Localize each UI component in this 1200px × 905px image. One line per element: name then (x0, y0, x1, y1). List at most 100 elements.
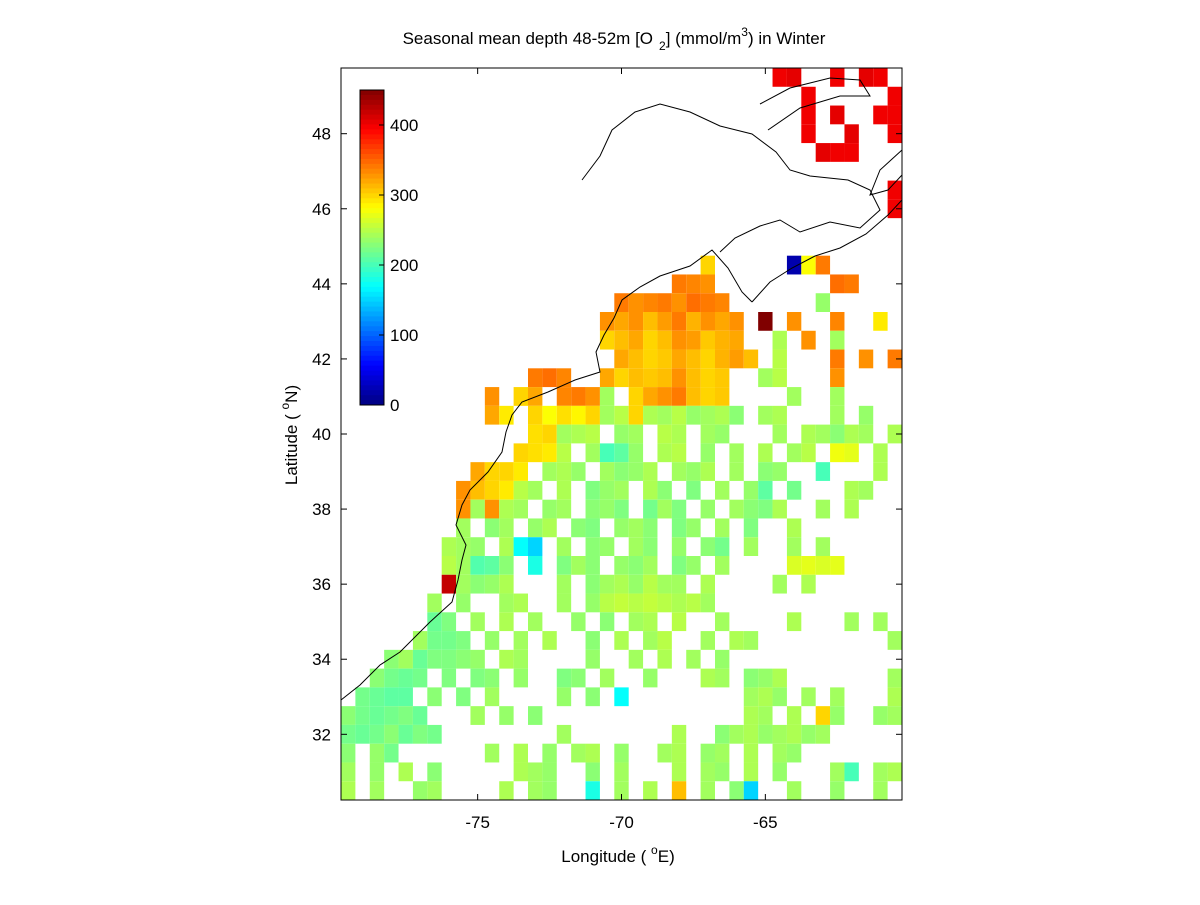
cell (686, 518, 701, 538)
cell (643, 574, 658, 594)
colorbar-tick-label: 0 (390, 396, 399, 415)
cell (830, 68, 845, 87)
cell (398, 706, 413, 725)
cell (585, 649, 600, 669)
cell (815, 255, 831, 275)
title-part: Seasonal mean depth 48-52m [O (403, 29, 653, 48)
cell (715, 537, 730, 556)
colorbar-swatch (360, 222, 384, 229)
cell (384, 743, 399, 763)
cell (628, 537, 644, 556)
cell (456, 687, 471, 707)
cell (412, 649, 428, 669)
cell (542, 462, 557, 481)
cell (571, 462, 586, 481)
cell (700, 368, 715, 388)
y-label-part: Latitude ( (282, 410, 301, 486)
colorbar-swatch (360, 355, 384, 362)
colorbar-swatch (360, 360, 384, 367)
cell (599, 537, 615, 556)
cell (643, 330, 658, 350)
cell (614, 631, 629, 650)
colorbar-frame (359, 89, 385, 406)
colorbar-swatch (360, 109, 384, 116)
colorbar-swatch (360, 203, 384, 209)
cell (614, 443, 629, 463)
cell (844, 612, 859, 632)
cell (542, 762, 557, 782)
colorbar-swatch (360, 99, 384, 106)
cell (628, 293, 644, 312)
cell (815, 143, 831, 162)
cell (815, 499, 831, 519)
colorbar-swatch (360, 134, 384, 140)
cell (671, 312, 687, 331)
cell (657, 387, 672, 406)
cell (700, 537, 715, 556)
colorbar-swatch (360, 326, 384, 332)
cell (585, 687, 600, 707)
cell (801, 124, 816, 144)
colorbar-swatch (360, 168, 384, 175)
cell (743, 480, 759, 500)
colorbar-swatch (360, 341, 384, 347)
cell (772, 668, 787, 688)
cell (528, 762, 543, 782)
cell (758, 312, 773, 331)
cell (585, 405, 600, 425)
coastline (340, 77, 903, 701)
cell (556, 480, 572, 500)
cell (671, 274, 687, 294)
cell (715, 668, 730, 688)
cell (801, 687, 816, 707)
cell (801, 105, 816, 125)
cell (628, 405, 644, 425)
cell (758, 462, 773, 481)
colorbar-swatch (360, 272, 384, 278)
cell (628, 312, 644, 331)
cell (686, 274, 701, 294)
cell (614, 687, 629, 707)
cell (657, 574, 672, 594)
x-tick-label: -75 (465, 813, 490, 832)
cell (801, 255, 816, 275)
cell (743, 724, 759, 744)
cell (628, 518, 644, 538)
cell (628, 330, 644, 350)
colorbar-swatch (360, 183, 384, 189)
cell (686, 387, 701, 406)
cell (484, 480, 500, 500)
cell (643, 499, 658, 519)
cell (657, 368, 672, 388)
cell (887, 86, 902, 106)
cell (700, 387, 715, 406)
cell (556, 368, 572, 388)
cell (671, 443, 687, 463)
cell (499, 480, 514, 500)
cells (341, 68, 902, 800)
title-part: ] (mmol/m (666, 29, 742, 48)
colorbar-tick-label: 300 (390, 186, 418, 205)
cell (427, 781, 442, 800)
cell (643, 480, 658, 500)
cell (456, 518, 471, 538)
cell (686, 556, 701, 575)
colorbar-swatch (360, 400, 384, 406)
cell (715, 368, 730, 388)
cell (585, 574, 600, 594)
cell (427, 649, 442, 669)
cell (657, 405, 672, 425)
cell (786, 68, 802, 87)
cell (499, 593, 514, 613)
colorbar-swatch (360, 139, 384, 145)
cell (743, 743, 759, 763)
cell (441, 556, 457, 575)
cell (528, 424, 543, 444)
cell (599, 387, 615, 406)
cell (599, 443, 615, 463)
cell (758, 368, 773, 388)
cell (830, 330, 845, 350)
cell (815, 706, 831, 725)
cell (786, 612, 802, 632)
colorbar-swatch (360, 331, 384, 337)
